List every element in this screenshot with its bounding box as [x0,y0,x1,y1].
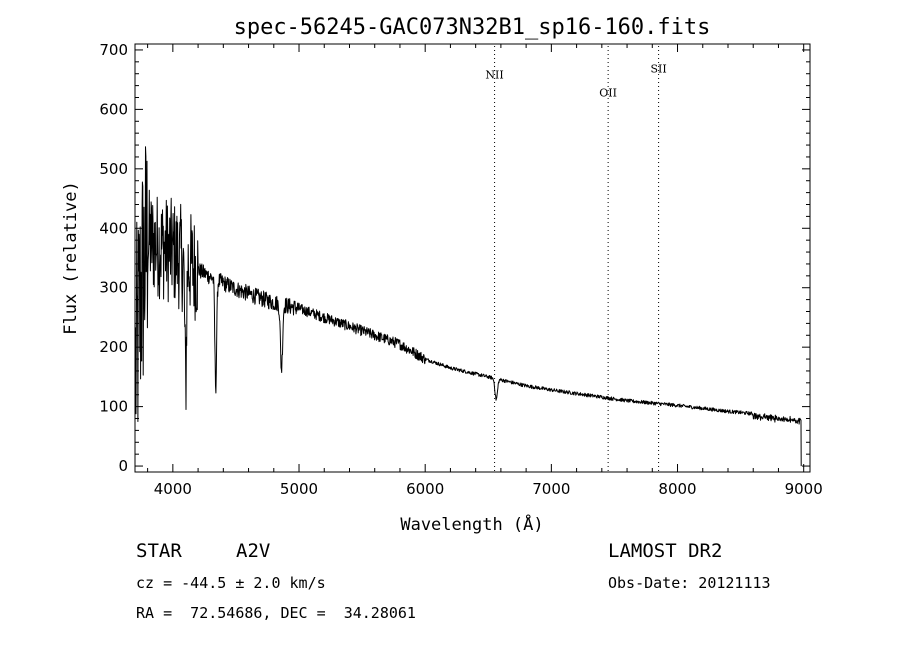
y-tick-label: 0 [118,457,128,475]
y-tick-label: 700 [99,41,128,59]
emission-line-label: OII [599,86,617,99]
spectrum-line [135,146,802,467]
y-tick-label: 400 [99,219,128,237]
plot-frame [134,43,811,473]
axis-ticks: 4000 5000 6000 7000 8000 9000 0 100 200 300 400 500… [99,41,822,498]
ra-dec-coords: RA = 72.54686, DEC = 34.28061 [136,604,416,622]
x-tick-label: 6000 [406,480,444,498]
x-tick-label: 8000 [658,480,696,498]
survey-name: LAMOST DR2 [608,540,723,562]
y-tick-label: 500 [99,160,128,178]
y-axis-label: Flux (relative) [61,181,81,335]
x-tick-label: 7000 [532,480,570,498]
emission-line-markers: NII OII SII [485,46,667,472]
obs-date: Obs-Date: 20121113 [608,574,771,592]
emission-line-label: NII [485,68,503,81]
emission-line-label: SII [650,63,666,76]
cz-value: cz = -44.5 ± 2.0 km/s [136,574,326,592]
y-tick-label: 300 [99,279,128,297]
chart-title: spec-56245-GAC073N32B1_sp16-160.fits [234,15,711,40]
x-tick-label: 9000 [785,480,823,498]
y-tick-label: 200 [99,338,128,356]
y-tick-label: 100 [99,398,128,416]
object-class: STAR [136,540,182,562]
y-tick-label: 600 [99,100,128,118]
x-axis-label: Wavelength (Å) [400,513,543,535]
x-tick-label: 5000 [280,480,318,498]
x-tick-label: 4000 [154,480,192,498]
object-subclass: A2V [236,540,271,562]
